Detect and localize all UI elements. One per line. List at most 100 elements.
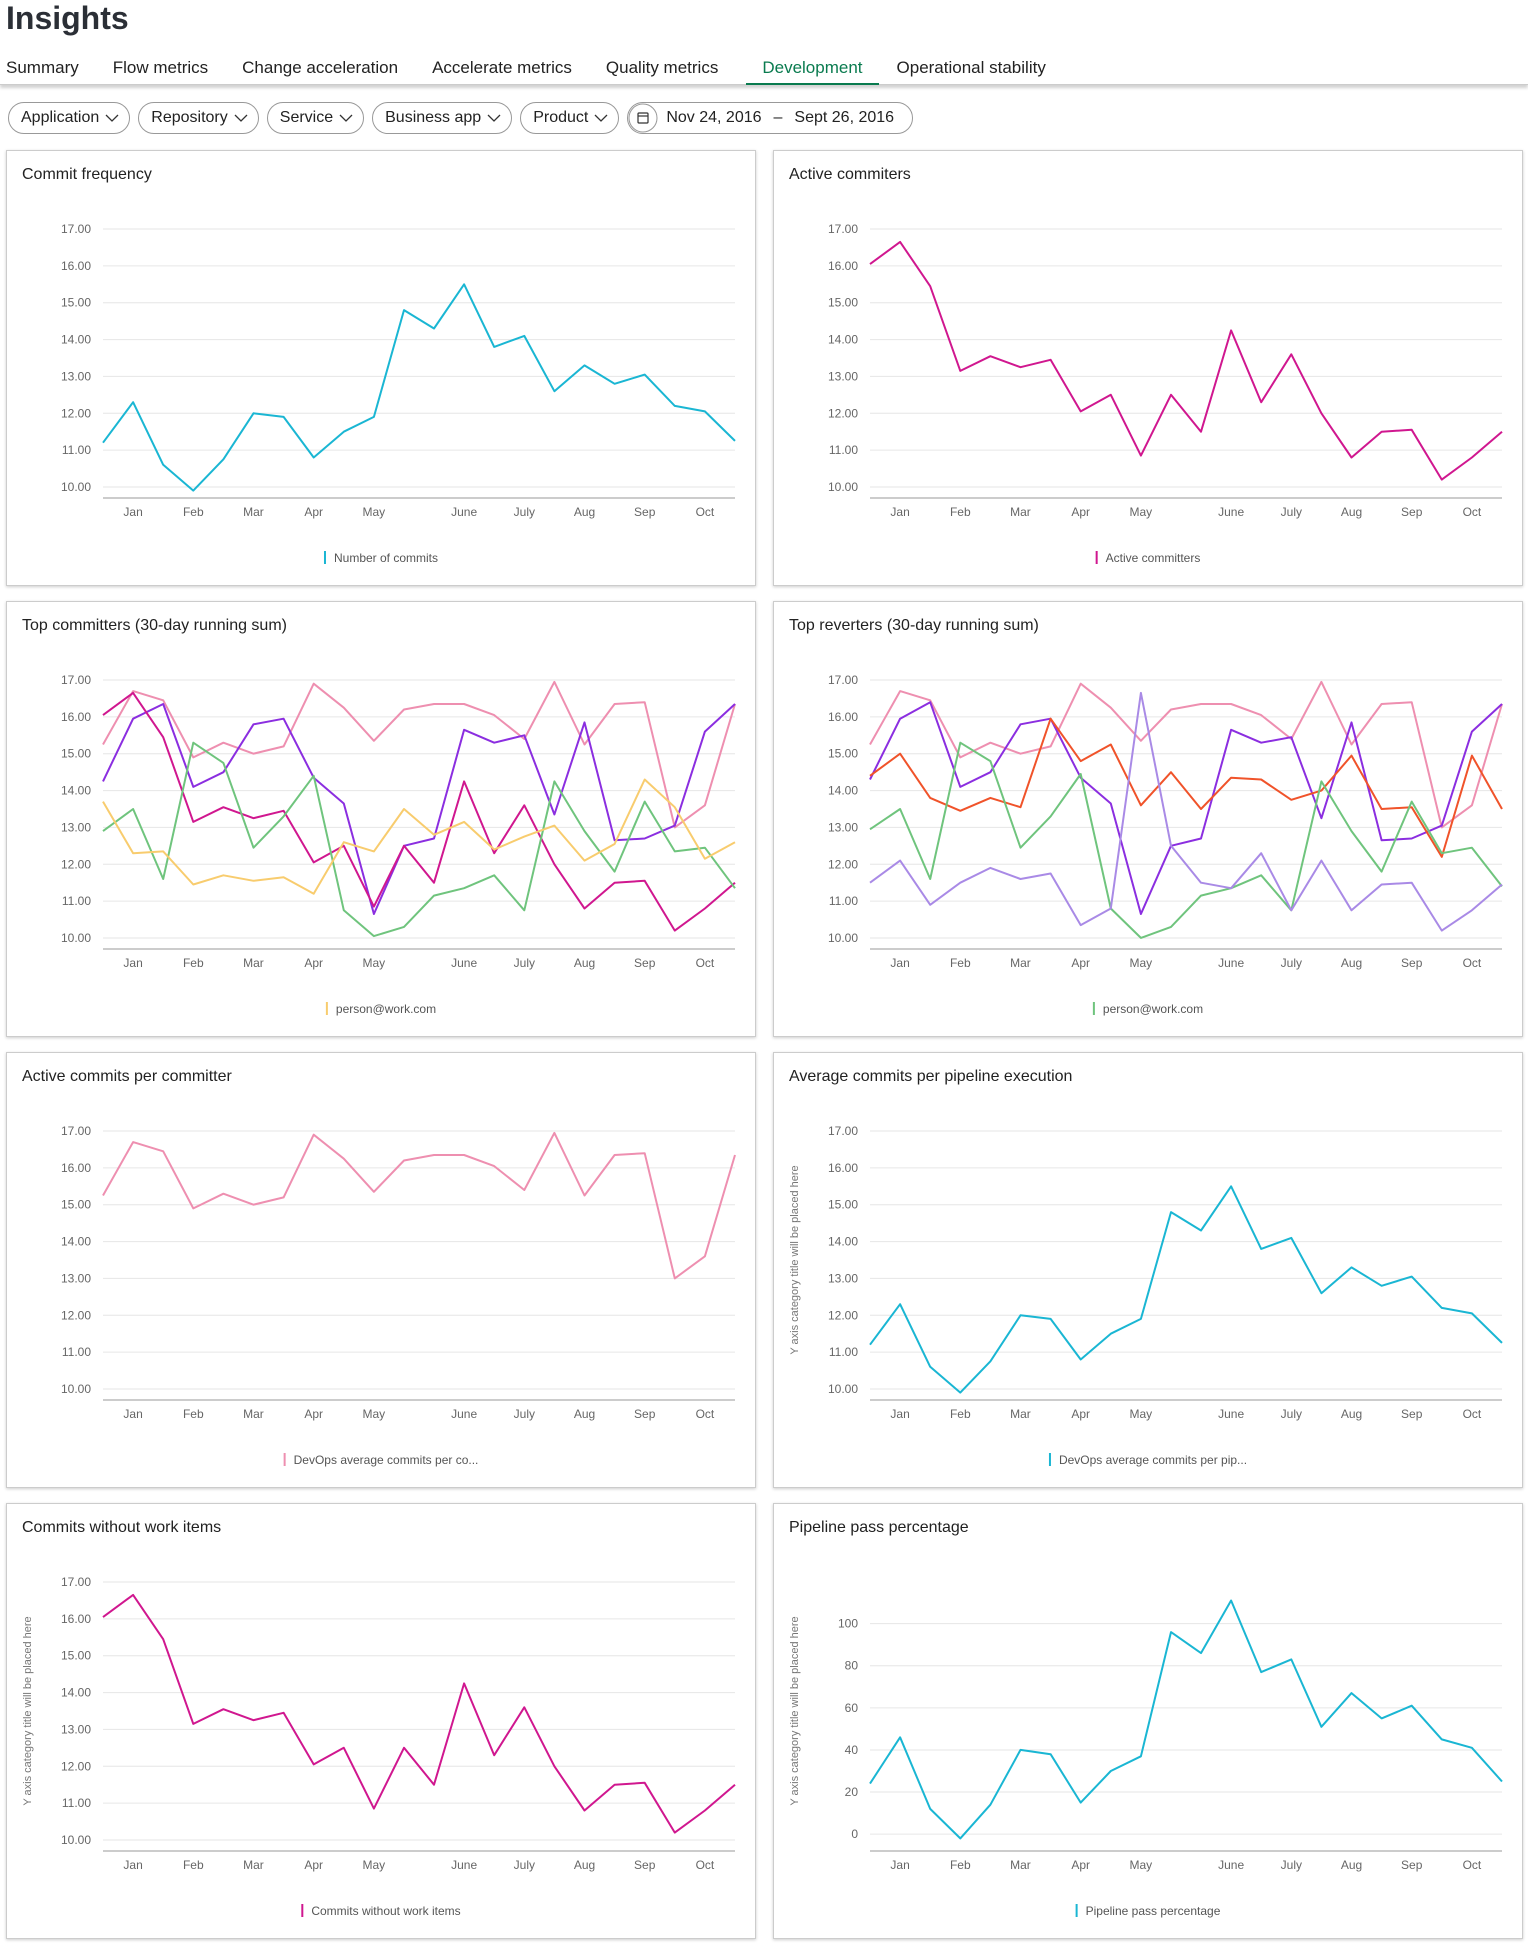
data-line bbox=[869, 1185, 1503, 1394]
chart-title: Active commiters bbox=[789, 166, 911, 183]
y-tick-label: 14.00 bbox=[828, 784, 858, 798]
chevron bbox=[487, 114, 501, 122]
x-tick-label: Sep bbox=[1401, 505, 1423, 519]
x-tick-label: Mar bbox=[243, 1858, 264, 1872]
tab-bar: Summary Flow metrics Change acceleration Ac… bbox=[0, 56, 1528, 85]
x-tick-label: May bbox=[363, 956, 386, 970]
tab[interactable]: Quality metrics bbox=[605, 58, 719, 77]
legend-label: Pipeline pass percentage bbox=[1086, 1904, 1221, 1918]
chart-card: Commit frequency 10.00 11.00 12.00 13.00 14.0… bbox=[6, 150, 756, 586]
x-tick-label: Apr bbox=[1071, 956, 1090, 970]
x-tick-label: May bbox=[1130, 1858, 1153, 1872]
tab[interactable]: Operational stability bbox=[896, 58, 1046, 77]
y-tick-label: 11.00 bbox=[829, 894, 858, 908]
x-tick-label: July bbox=[1281, 505, 1302, 519]
x-tick-label: Jan bbox=[890, 1858, 909, 1872]
y-tick-label: 15.00 bbox=[61, 1649, 91, 1663]
y-tick-label: 80 bbox=[845, 1659, 859, 1673]
legend-label: DevOps average commits per pip... bbox=[1059, 1453, 1247, 1467]
x-tick-label: June bbox=[1218, 505, 1244, 519]
legend-label: DevOps average commits per co... bbox=[294, 1453, 479, 1467]
x-tick-label: Mar bbox=[243, 1407, 264, 1421]
y-tick-label: 13.00 bbox=[61, 369, 91, 383]
y-tick-label: 16.00 bbox=[61, 1612, 91, 1626]
y-tick-label: 12.00 bbox=[61, 1308, 91, 1322]
x-tick-label: June bbox=[451, 956, 477, 970]
y-tick-label: 12.00 bbox=[828, 857, 858, 871]
legend-swatch bbox=[283, 1453, 286, 1466]
x-tick-label: May bbox=[1130, 956, 1153, 970]
y-tick-label: 17.00 bbox=[828, 673, 858, 687]
x-tick-label: Jan bbox=[123, 1407, 142, 1421]
tab[interactable]: Development bbox=[746, 56, 879, 85]
tab[interactable]: Change acceleration bbox=[242, 58, 399, 77]
filter-label: Repository bbox=[151, 109, 228, 126]
tab[interactable]: Accelerate metrics bbox=[432, 58, 572, 77]
calendar bbox=[637, 112, 649, 124]
filter-label: Product bbox=[533, 109, 589, 126]
filter-dropdown[interactable]: Business app bbox=[372, 102, 513, 134]
data-line bbox=[869, 701, 1503, 915]
y-tick-label: 10.00 bbox=[61, 1833, 91, 1847]
chart-card: Average commits per pipeline execution Y … bbox=[773, 1052, 1523, 1488]
x-tick-label: May bbox=[363, 505, 386, 519]
date-range-picker[interactable]: Nov 24, 2016– Sept 26, 2016 bbox=[627, 102, 914, 134]
chevron bbox=[105, 114, 119, 122]
x-tick-label: Aug bbox=[1341, 956, 1362, 970]
x-tick-label: May bbox=[363, 1858, 386, 1872]
y-tick-label: 15.00 bbox=[828, 747, 858, 761]
y-tick-label: 16.00 bbox=[828, 259, 858, 273]
legend-label: Commits without work items bbox=[311, 1904, 460, 1918]
x-tick-label: Feb bbox=[183, 956, 204, 970]
chevron bbox=[234, 114, 248, 122]
icon-circle bbox=[628, 103, 658, 133]
y-tick-label: 12.00 bbox=[828, 1308, 858, 1322]
y-tick-label: 15.00 bbox=[828, 1198, 858, 1212]
y-tick-label: 15.00 bbox=[61, 747, 91, 761]
legend-swatch bbox=[1075, 1904, 1078, 1917]
x-tick-label: June bbox=[1218, 1407, 1244, 1421]
y-tick-label: 11.00 bbox=[62, 1796, 91, 1810]
x-tick-label: Mar bbox=[243, 505, 264, 519]
x-tick-label: Oct bbox=[1463, 505, 1482, 519]
y-tick-label: 12.00 bbox=[61, 857, 91, 871]
y-tick-label: 10.00 bbox=[61, 931, 91, 945]
x-tick-label: Sep bbox=[634, 505, 656, 519]
x-tick-label: Mar bbox=[1010, 1858, 1031, 1872]
x-tick-label: Apr bbox=[304, 956, 323, 970]
x-tick-label: Aug bbox=[574, 1858, 595, 1872]
filter-dropdown[interactable]: Product bbox=[520, 102, 620, 134]
tab[interactable]: Flow metrics bbox=[112, 58, 209, 77]
chart-card: Active commiters 10.00 11.00 12.00 13.00 14.0… bbox=[773, 150, 1523, 586]
filter-dropdown[interactable]: Repository bbox=[138, 102, 259, 134]
legend-swatch bbox=[1095, 551, 1098, 564]
x-tick-label: Jan bbox=[123, 505, 142, 519]
x-tick-label: Apr bbox=[304, 1858, 323, 1872]
y-tick-label: 14.00 bbox=[61, 333, 91, 347]
x-tick-label: Feb bbox=[950, 1858, 971, 1872]
filter-dropdown[interactable]: Service bbox=[266, 102, 365, 134]
x-tick-label: Oct bbox=[1463, 1858, 1482, 1872]
date-start: Nov 24, 2016 bbox=[666, 109, 762, 126]
x-tick-label: Mar bbox=[243, 956, 264, 970]
x-tick-label: Sep bbox=[634, 1407, 656, 1421]
filter-dropdown[interactable]: Application bbox=[8, 102, 131, 134]
filter-label: Business app bbox=[385, 109, 482, 126]
data-line bbox=[102, 778, 736, 895]
chevron bbox=[339, 114, 353, 122]
y-tick-label: 14.00 bbox=[828, 333, 858, 347]
x-tick-label: Sep bbox=[1401, 1858, 1423, 1872]
x-tick-label: Aug bbox=[574, 1407, 595, 1421]
chart-title: Average commits per pipeline execution bbox=[789, 1068, 1072, 1085]
data-line bbox=[869, 741, 1503, 939]
y-tick-label: 13.00 bbox=[828, 1271, 858, 1285]
y-tick-label: 14.00 bbox=[828, 1235, 858, 1249]
x-tick-label: Aug bbox=[574, 956, 595, 970]
y-tick-label: 13.00 bbox=[828, 369, 858, 383]
filter-bar: Application Repository Service Business app… bbox=[8, 102, 914, 134]
x-tick-label: Jan bbox=[890, 956, 909, 970]
x-tick-label: Jan bbox=[890, 505, 909, 519]
data-line bbox=[102, 703, 736, 915]
tab[interactable]: Summary bbox=[6, 58, 79, 77]
